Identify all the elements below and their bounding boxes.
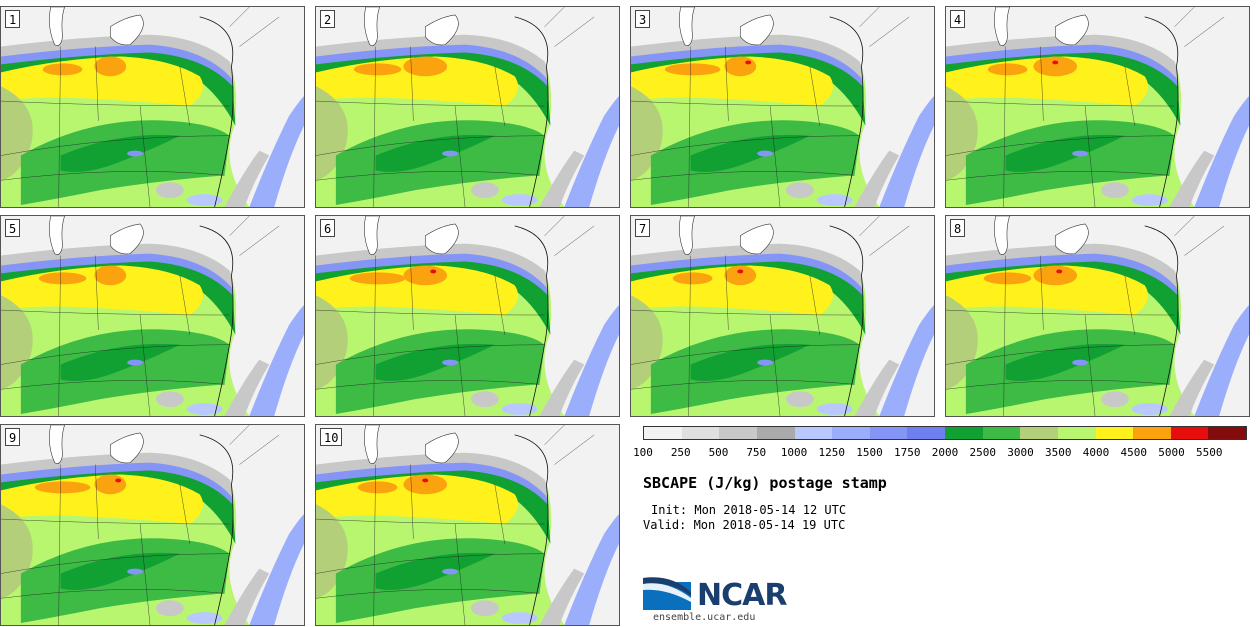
- stamp-label: 6: [320, 219, 336, 237]
- chart-title: SBCAPE (J/kg) postage stamp: [643, 474, 887, 492]
- sbcape-map: [1, 7, 304, 207]
- logo-name: NCAR: [697, 578, 787, 613]
- colorbar-tick: 1000: [780, 446, 808, 459]
- colorbar-tick: 250: [670, 446, 691, 459]
- stamp-map: 10: [315, 424, 620, 626]
- colorbar-swatch: [681, 427, 720, 439]
- colorbar-swatch: [945, 427, 983, 439]
- colorbar-tick: 1500: [856, 446, 883, 459]
- sbcape-map: [631, 7, 934, 207]
- logo-url[interactable]: ensemble.ucar.edu: [653, 612, 756, 623]
- colorbar-swatch: [907, 427, 945, 439]
- colorbar: [643, 426, 1247, 440]
- colorbar-tick: 4500: [1120, 446, 1148, 459]
- colorbar-swatch: [869, 427, 908, 439]
- stamp-map: 6: [315, 215, 620, 417]
- colorbar-tick: 100: [633, 446, 653, 459]
- colorbar-tick: 1250: [818, 446, 846, 459]
- stamp-map: 3: [630, 6, 935, 208]
- colorbar-tick: 500: [708, 446, 729, 459]
- colorbar-labels: 100 250 500 750 1000 1250 1500 1750 2000 2500 3000…: [633, 446, 1247, 460]
- colorbar-swatch: [1208, 427, 1246, 439]
- stamp-label: 8: [950, 219, 966, 237]
- colorbar-tick: 5000: [1158, 446, 1185, 459]
- colorbar-swatch: [832, 427, 870, 439]
- stamp-map: 2: [315, 6, 620, 208]
- ncar-swoosh-logo: [643, 577, 691, 610]
- colorbar-swatch: [1020, 427, 1058, 439]
- sbcape-map: [631, 216, 934, 416]
- stamp-label: 10: [320, 428, 343, 446]
- sbcape-map: [316, 425, 619, 625]
- sbcape-map: [946, 216, 1249, 416]
- colorbar-swatch: [756, 427, 795, 439]
- colorbar-tick: 2500: [969, 446, 997, 459]
- colorbar-tick: 3500: [1045, 446, 1072, 459]
- stamp-map: 7: [630, 215, 935, 417]
- sbcape-map: [1, 425, 304, 625]
- stamp-map: 5: [0, 215, 305, 417]
- stamp-map: 9: [0, 424, 305, 626]
- stamp-label: 5: [5, 219, 21, 237]
- stamp-label: 4: [950, 10, 966, 28]
- colorbar-swatch: [719, 427, 757, 439]
- sbcape-map: [316, 216, 619, 416]
- sbcape-map: [946, 7, 1249, 207]
- stamp-map: 8: [945, 215, 1250, 417]
- sbcape-map: [1, 216, 304, 416]
- valid-time: Valid: Mon 2018-05-14 19 UTC: [643, 518, 846, 532]
- colorbar-swatch: [1095, 427, 1134, 439]
- colorbar-swatch: [982, 427, 1021, 439]
- colorbar-swatch: [1170, 427, 1209, 439]
- stamp-label: 3: [635, 10, 651, 28]
- colorbar-tick: 3000: [1007, 446, 1034, 459]
- colorbar-tick: 1750: [894, 446, 921, 459]
- sbcape-map: [316, 7, 619, 207]
- colorbar-swatch: [644, 427, 682, 439]
- stamp-label: 1: [5, 10, 21, 28]
- colorbar-tick: 750: [746, 446, 767, 459]
- stamp-map: 1: [0, 6, 305, 208]
- stamp-label: 7: [635, 219, 651, 237]
- stamp-label: 9: [5, 428, 21, 446]
- stamp-label: 2: [320, 10, 336, 28]
- init-time: Init: Mon 2018-05-14 12 UTC: [651, 503, 847, 517]
- colorbar-swatch: [794, 427, 833, 439]
- stamp-map: 4: [945, 6, 1250, 208]
- colorbar-tick: 4000: [1082, 446, 1110, 459]
- colorbar-tick: 5500: [1196, 446, 1223, 459]
- colorbar-tick: 2000: [931, 446, 959, 459]
- colorbar-swatch: [1133, 427, 1171, 439]
- colorbar-swatch: [1057, 427, 1096, 439]
